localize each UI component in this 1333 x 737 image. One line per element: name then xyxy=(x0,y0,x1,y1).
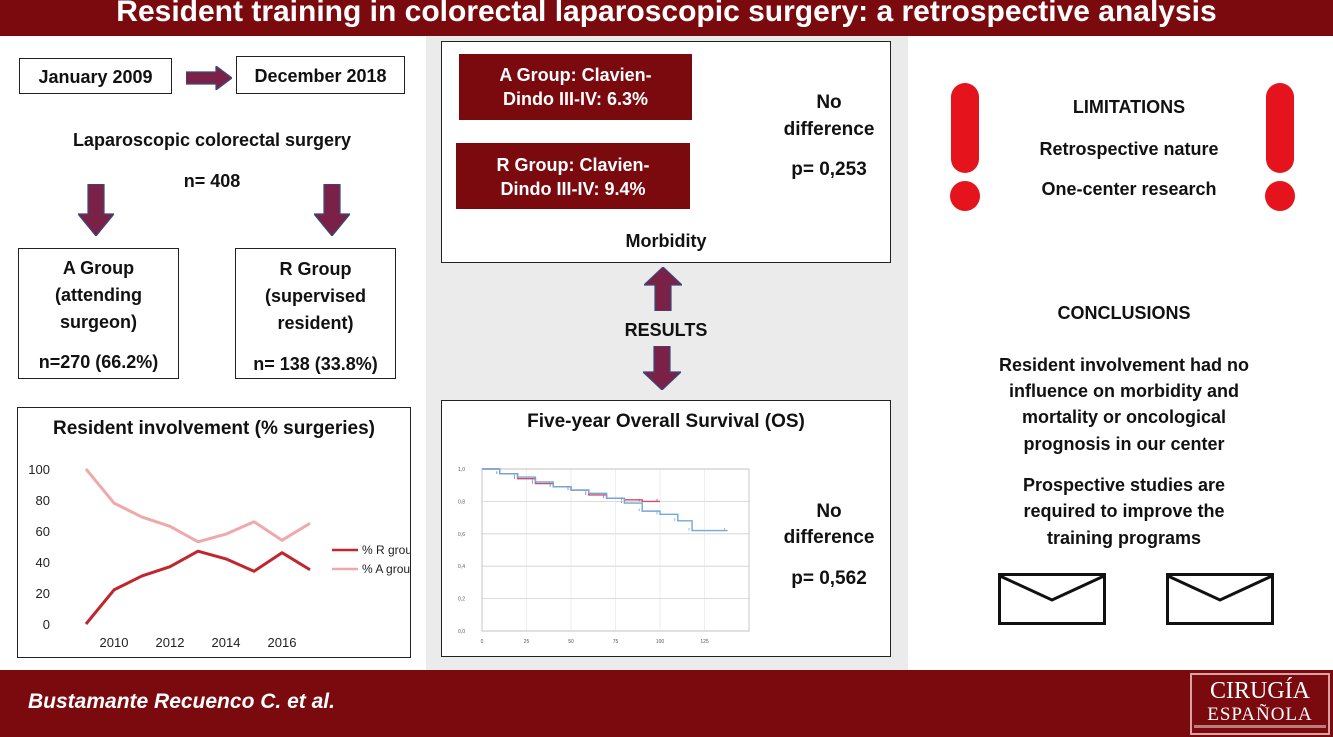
chart-title: Resident involvement (% surgeries) xyxy=(52,418,376,439)
survival-curve-chart: 1,0 0,8 0,6 0,4 0,2 0,0 0 25 50 75 100 125 xyxy=(449,453,759,649)
a-group-n: n=270 (66.2%) xyxy=(38,352,159,372)
survival-title: Five-year Overall Survival (OS) xyxy=(527,411,805,432)
a-group-desc-1: (attending xyxy=(55,285,142,305)
y-tick-label: 40 xyxy=(36,555,50,570)
page-title: Resident training in colorectal laparosc… xyxy=(116,0,1217,28)
exclamation-dot-icon xyxy=(1265,181,1295,211)
a-group-morbidity-label: A Group: Clavien- Dindo III-IV: 6.3% xyxy=(459,54,692,120)
y-tick-label: 80 xyxy=(36,493,50,508)
x-tick-label: 2014 xyxy=(212,635,241,650)
morbidity-caption: Morbidity xyxy=(625,231,707,251)
involvement-line-chart: 0 20 40 60 80 100 2010 2012 2014 2016 % R group % A… xyxy=(28,462,410,650)
author-credit: Bustamante Recuenco C. et al. xyxy=(28,690,335,713)
x-tick-label: 2012 xyxy=(156,635,185,650)
y-tick-label: 0,8 xyxy=(458,499,465,505)
limitation-item-1: Retrospective nature xyxy=(1039,139,1219,159)
plot-frame xyxy=(481,468,750,632)
survival-box: Five-year Overall Survival (OS) 1,0 0,8 0,… xyxy=(441,400,891,657)
x-tick-label: 125 xyxy=(700,639,709,645)
limitation-item-2: One-center research xyxy=(1041,179,1217,199)
a-group-desc-2: surgeon) xyxy=(59,312,137,332)
y-tick-label: 100 xyxy=(28,462,50,477)
r-morbidity-line-2: Dindo III-IV: 9.4% xyxy=(500,179,646,199)
conclusions-title: CONCLUSIONS xyxy=(1057,303,1191,323)
envelope-icon xyxy=(1166,573,1274,625)
conclusion-1-line-4: prognosis in our center xyxy=(1023,434,1225,454)
conclusion-2-line-2: required to improve the xyxy=(1023,501,1225,521)
series-line xyxy=(84,468,311,544)
a-morbidity-line-1: A Group: Clavien- xyxy=(499,65,652,85)
a-morbidity-line-2: Dindo III-IV: 6.3% xyxy=(502,89,649,109)
a-group-box: A Group (attending surgeon) n=270 (66.2%… xyxy=(18,248,179,379)
y-tick-label: 0,2 xyxy=(458,597,465,603)
r-group-desc-1: (supervised xyxy=(264,286,367,306)
x-tick-label: 2010 xyxy=(100,635,129,650)
legend-label: % R group xyxy=(362,543,410,557)
down-arrow-icon xyxy=(643,346,681,390)
exclamation-icon xyxy=(951,83,979,173)
involvement-chart-box: Resident involvement (% surgeries) 0 20 40… xyxy=(17,407,411,658)
study-label: Laparoscopic colorectal surgery xyxy=(72,130,352,150)
x-tick-label: 75 xyxy=(613,639,619,645)
header-bar: Resident training in colorectal laparosc… xyxy=(0,0,1333,36)
r-group-desc-2: resident) xyxy=(277,313,354,333)
r-group-title: R Group xyxy=(279,259,352,279)
end-date: December 2018 xyxy=(254,66,387,86)
morbidity-result-2: difference xyxy=(783,119,875,140)
conclusion-1-line-1: Resident involvement had no xyxy=(998,355,1250,375)
study-n: n= 408 xyxy=(183,171,241,191)
r-group-n: n= 138 (33.8%) xyxy=(253,354,378,374)
logo-line-1: CIRUGÍA xyxy=(1210,678,1310,704)
survival-result-1: No xyxy=(816,501,842,522)
r-group-box: R Group (supervised resident) n= 138 (33… xyxy=(235,248,396,379)
x-tick-label: 50 xyxy=(568,639,574,645)
results-label: RESULTS xyxy=(624,320,708,340)
y-tick-label: 20 xyxy=(36,586,50,601)
conclusion-2-line-1: Prospective studies are xyxy=(1022,475,1226,495)
r-group-morbidity-label: R Group: Clavien- Dindo III-IV: 9.4% xyxy=(456,143,690,209)
morbidity-p-value: p= 0,253 xyxy=(791,159,867,180)
logo-subtitle-band xyxy=(1194,725,1326,728)
a-group-title: A Group xyxy=(62,258,135,278)
conclusion-1-line-2: influence on morbidity and xyxy=(1008,381,1239,401)
journal-logo: CIRUGÍA ESPAÑOLA xyxy=(1190,673,1330,735)
exclamation-icon xyxy=(1266,83,1294,173)
footer-bar: Bustamante Recuenco C. et al. CIRUGÍA ES… xyxy=(0,670,1333,737)
envelope-icon xyxy=(998,573,1106,625)
series-line xyxy=(84,549,311,625)
end-date-box: December 2018 xyxy=(236,56,405,94)
y-tick-label: 1,0 xyxy=(458,467,465,473)
survival-curve xyxy=(482,468,728,532)
start-date: January 2009 xyxy=(38,67,153,87)
x-tick-label: 100 xyxy=(656,639,665,645)
x-tick-label: 25 xyxy=(524,639,530,645)
y-tick-label: 0,0 xyxy=(458,629,465,635)
legend-label: % A group xyxy=(362,562,410,576)
x-tick-label: 2016 xyxy=(268,635,297,650)
start-date-box: January 2009 xyxy=(19,58,172,94)
arrow-right-icon xyxy=(186,66,232,90)
survival-p-value: p= 0,562 xyxy=(791,568,867,589)
down-arrow-icon xyxy=(314,184,350,236)
morbidity-box: A Group: Clavien- Dindo III-IV: 6.3% R G… xyxy=(441,41,891,263)
y-tick-label: 0 xyxy=(43,617,50,632)
conclusion-2-line-3: training programs xyxy=(1046,528,1202,548)
morbidity-result-1: No xyxy=(816,92,842,113)
x-tick-label: 0 xyxy=(481,639,484,645)
y-tick-label: 0,6 xyxy=(458,532,465,538)
down-arrow-icon xyxy=(78,184,114,236)
survival-result-2: difference xyxy=(783,527,875,548)
up-arrow-icon xyxy=(644,267,682,311)
limitations-title: LIMITATIONS xyxy=(1072,97,1186,117)
y-tick-label: 60 xyxy=(36,524,50,539)
y-tick-label: 0,4 xyxy=(458,564,465,570)
r-morbidity-line-1: R Group: Clavien- xyxy=(496,155,650,175)
exclamation-dot-icon xyxy=(950,181,980,211)
logo-line-2: ESPAÑOLA xyxy=(1207,704,1313,725)
conclusion-1-line-3: mortality or oncological xyxy=(1021,407,1227,427)
